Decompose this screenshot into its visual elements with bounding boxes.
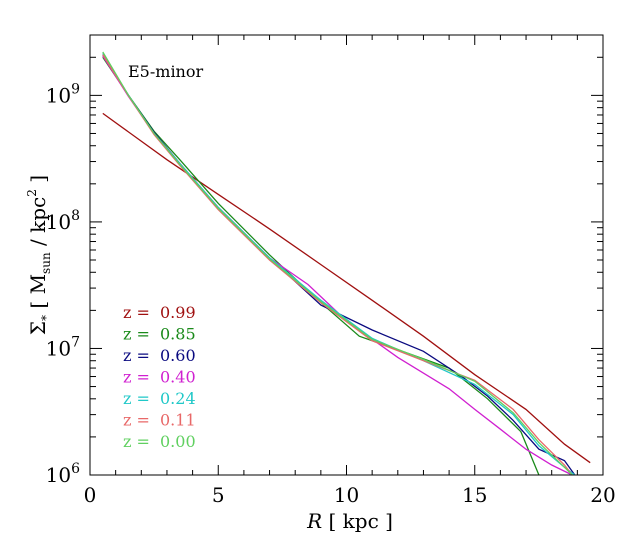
y-axis-label-close: ]	[26, 175, 50, 189]
legend: z = 0.99 z = 0.85 z = 0.60 z = 0.40 z = 0.24 z = 0.…	[123, 303, 196, 451]
legend-entry-label: z =	[123, 346, 150, 365]
y-tick-label: 108	[46, 208, 80, 234]
legend-entry-value: 0.85	[160, 325, 196, 344]
y-axis-label-mid: / kpc	[26, 197, 50, 253]
y-axis-label-symbol: Σ	[26, 321, 50, 335]
legend-entry-label: z =	[123, 325, 150, 344]
legend-entry-value: 0.40	[160, 368, 196, 387]
legend-entry-label: z =	[123, 411, 150, 430]
y-axis-label-msub: sun	[39, 252, 53, 274]
legend-entry-label: z =	[123, 432, 150, 451]
y-axis-label-sup: 2	[25, 189, 39, 197]
legend-entry-value: 0.60	[160, 346, 196, 365]
y-axis-label: Σ* [ Msun / kpc2 ]	[25, 175, 53, 335]
legend-entry-label: z =	[123, 389, 150, 408]
legend-entry-label: z =	[123, 368, 150, 387]
legend-entry-value: 0.24	[160, 389, 196, 408]
y-tick-label: 107	[46, 334, 80, 360]
legend-entry-value: 0.11	[160, 411, 196, 430]
series-line-0-00	[102, 51, 573, 476]
y-axis-label-open: [ M	[26, 274, 50, 309]
x-axis-label: R [ kpc ]	[306, 509, 393, 533]
y-tick-label: 106	[46, 461, 80, 487]
tick-labels: 0 5 10 15 20 106 107 108 109	[46, 81, 616, 507]
axis-ticks	[89, 34, 604, 476]
y-axis-label-symbol-sub: *	[39, 315, 53, 321]
x-axis-label-var: R	[306, 509, 322, 533]
x-tick-label: 20	[590, 483, 615, 507]
chart-annotation: E5-minor	[128, 62, 203, 81]
series-lines	[102, 51, 591, 476]
y-tick-label: 109	[46, 81, 80, 107]
series-line-0-11	[102, 54, 573, 476]
x-tick-label: 15	[462, 483, 487, 507]
legend-entry-value: 0.00	[160, 432, 196, 451]
x-tick-label: 5	[212, 483, 225, 507]
series-line-0-99	[102, 112, 591, 464]
legend-entry-value: 0.99	[160, 303, 196, 322]
x-tick-label: 0	[84, 483, 97, 507]
x-tick-label: 10	[334, 483, 359, 507]
legend-entry-label: z =	[123, 303, 150, 322]
x-axis-label-unit: [ kpc ]	[328, 509, 392, 533]
